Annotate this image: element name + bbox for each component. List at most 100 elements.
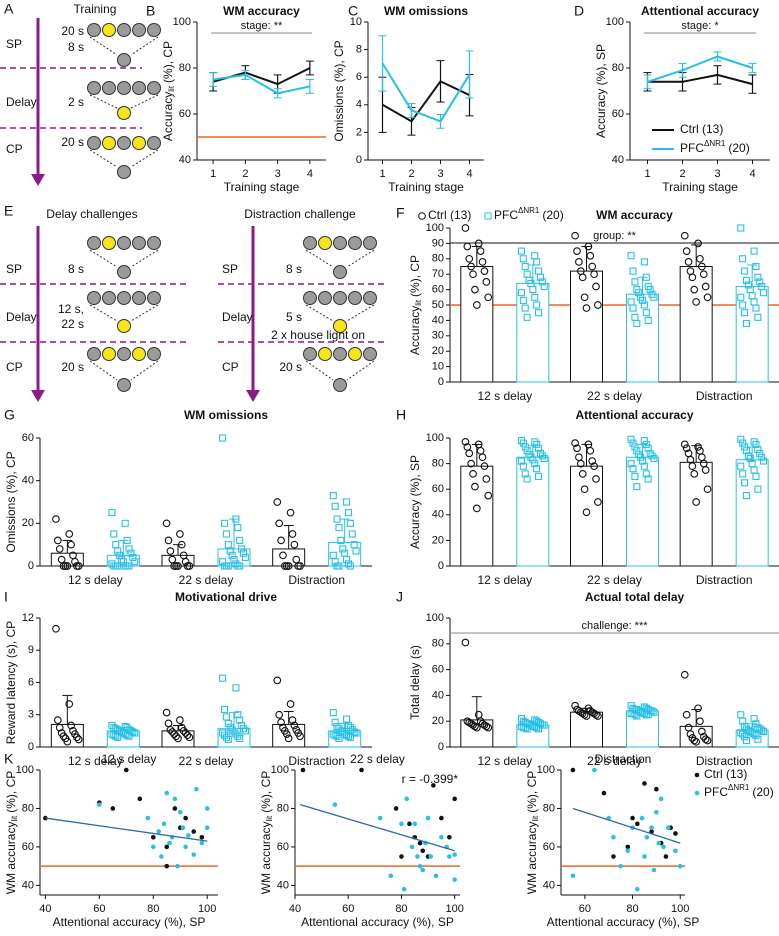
x-tick-label: 4 <box>307 168 313 180</box>
data-point <box>290 721 299 730</box>
data-point <box>534 725 543 733</box>
data-point <box>114 733 122 741</box>
data-point <box>161 821 167 827</box>
data-point <box>742 492 751 500</box>
data-point <box>55 723 64 732</box>
stimulus-hole <box>363 291 377 305</box>
data-point <box>74 562 83 570</box>
data-point <box>112 732 120 740</box>
data-point <box>633 447 641 455</box>
y-tick-label: 20 <box>432 715 444 727</box>
stimulus-hole <box>117 347 131 361</box>
data-point <box>150 835 156 840</box>
chart-title: WM omissions <box>184 408 268 422</box>
data-point <box>633 319 641 328</box>
arrow-head <box>31 390 45 402</box>
data-point <box>586 707 595 715</box>
stimulus-hole <box>117 136 131 150</box>
data-point <box>686 730 695 738</box>
x-tick-label: 100 <box>198 903 216 915</box>
data-point <box>601 790 607 796</box>
y-tick-label: 6 <box>28 676 34 688</box>
y-tick-label: 100 <box>271 764 289 776</box>
data-point <box>131 558 139 566</box>
data-point <box>343 556 351 564</box>
x-tick-label: 12 s delay <box>477 389 532 403</box>
panel-letter: A <box>4 1 14 17</box>
data-point <box>696 446 704 455</box>
data-point <box>185 562 194 570</box>
data-point <box>646 286 654 294</box>
stimulus-hole <box>117 23 131 37</box>
data-point <box>571 231 579 240</box>
stimulus-hole <box>132 23 146 37</box>
y-axis-label-sub: lit <box>10 815 19 822</box>
stimulus-hole <box>318 236 332 250</box>
data-point <box>580 485 589 494</box>
data-point <box>331 502 339 510</box>
data-point <box>741 267 749 275</box>
data-point <box>346 519 354 527</box>
schematic-text: 12 s, <box>58 302 84 316</box>
data-point <box>576 708 585 717</box>
data-point <box>159 854 164 859</box>
legend-label: PFCΔNR1 (20) <box>704 783 774 799</box>
y-axis-label: Omissions (%), CP <box>4 451 18 552</box>
error-bar <box>581 245 592 272</box>
y-axis-label-sub: lit <box>414 299 423 306</box>
data-point <box>592 767 597 773</box>
data-point <box>682 710 691 719</box>
guide <box>130 249 159 268</box>
data-point <box>480 721 489 729</box>
data-point <box>65 700 74 708</box>
x-tick-label: 2 <box>408 168 414 180</box>
data-point <box>53 536 62 545</box>
data-point <box>575 453 583 462</box>
y-tick-label: 60 <box>432 483 444 495</box>
legend-swatch <box>694 790 700 796</box>
legend-rest: (20) <box>752 785 773 799</box>
legend-rest: (20) <box>542 208 563 222</box>
panel-letter: B <box>146 3 155 19</box>
reward-hole <box>333 378 347 392</box>
data-point <box>480 267 489 275</box>
y-tick-label: 100 <box>606 16 624 28</box>
data-point <box>701 466 710 474</box>
stimulus-hole <box>333 347 347 361</box>
schematic-text: 22 s <box>61 317 84 331</box>
data-point <box>344 509 353 517</box>
y-tick-label: 0 <box>28 560 34 572</box>
data-point <box>692 298 701 306</box>
data-point <box>663 854 669 859</box>
x-tick-label: 80 <box>147 903 159 915</box>
data-point <box>177 540 186 549</box>
stimulus-hole <box>147 81 161 95</box>
y-tick-label: 0 <box>438 741 444 753</box>
y-axis-label-main: WM accuracy <box>4 822 18 895</box>
data-point <box>517 457 525 465</box>
data-point <box>124 767 129 773</box>
data-point <box>226 724 234 732</box>
data-point <box>150 844 156 850</box>
data-point <box>742 736 751 745</box>
data-point <box>300 767 306 773</box>
data-point <box>174 734 182 743</box>
y-tick-label: 40 <box>543 879 555 891</box>
data-point <box>519 439 527 447</box>
y-tick-label: 40 <box>432 509 444 521</box>
y-tick-label: 100 <box>426 432 444 444</box>
data-point <box>737 435 745 443</box>
guide <box>130 94 159 109</box>
data-point <box>117 556 125 564</box>
data-point <box>737 711 745 719</box>
data-point <box>586 446 595 455</box>
data-point <box>594 301 602 309</box>
data-point <box>415 854 420 859</box>
legend-sup: ΔNR1 <box>704 139 726 148</box>
stimulus-hole <box>132 347 146 361</box>
y-axis-label: Reward latency (s), CP <box>4 621 18 744</box>
data-point <box>112 541 120 549</box>
data-point <box>531 252 539 260</box>
data-point <box>467 459 475 468</box>
